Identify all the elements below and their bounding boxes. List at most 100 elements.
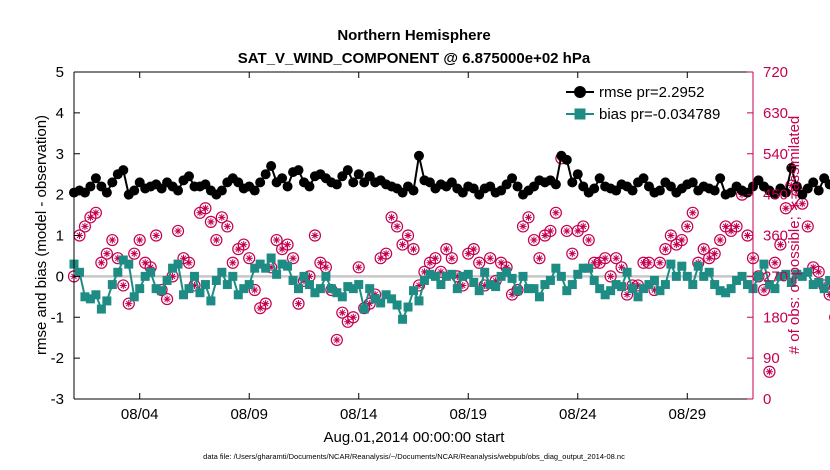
bias-point [184, 284, 194, 294]
bias-point [91, 290, 101, 300]
bias-point [764, 280, 774, 290]
obs-possible-point [484, 252, 497, 265]
bias-point [140, 271, 150, 281]
obs-assimilated-point [431, 254, 440, 262]
bias-point [348, 284, 358, 294]
obs-possible-point [544, 224, 557, 238]
obs-assimilated-point [273, 236, 281, 244]
rmse-point [780, 187, 791, 198]
data-file-footnote: data file: /Users/gharamti/Documents/NCA… [203, 452, 625, 461]
bias-point [343, 282, 353, 292]
bias-point [195, 288, 205, 298]
obs-possible-point [133, 233, 146, 247]
rmse-point [90, 173, 101, 184]
y-tick-label: 4 [56, 105, 64, 122]
bias-point [326, 284, 336, 294]
obs-possible-point [445, 252, 458, 265]
bias-point [540, 280, 550, 290]
obs-assimilated-point [168, 272, 177, 280]
obs-possible-point [401, 229, 415, 242]
bias-point [387, 294, 397, 304]
bias-point [458, 271, 468, 281]
obs-assimilated-point [262, 300, 270, 308]
obs-possible-point [653, 256, 667, 269]
obs-possible-point [292, 297, 305, 310]
rmse-point [786, 163, 797, 174]
obs-possible-point [182, 256, 196, 269]
obs-assimilated-point [601, 254, 609, 262]
obs-possible-point [549, 206, 562, 219]
obs-assimilated-point [765, 368, 774, 376]
obs-possible-point [259, 297, 272, 310]
obs-possible-point [774, 238, 787, 251]
y2-tick-label: 630 [763, 105, 788, 122]
obs-possible-point [308, 229, 322, 242]
bias-point [513, 286, 523, 296]
obs-possible-point [150, 229, 163, 242]
y2-axis-label: # of obs: o=possible; ∗=assimilated [786, 116, 803, 355]
obs-possible-point [566, 247, 579, 260]
obs-assimilated-point [289, 254, 297, 262]
bias-point [332, 288, 342, 298]
bias-point [496, 271, 506, 281]
rmse-point [85, 181, 96, 192]
bias-point [304, 280, 314, 290]
bias-point [786, 278, 796, 288]
obs-assimilated-point [711, 250, 719, 258]
legend-box [560, 80, 742, 128]
legend-bias-marker [574, 108, 586, 120]
bias-point [545, 275, 555, 285]
bias-point [781, 269, 791, 279]
y2-tick-label: 450 [763, 187, 788, 204]
obs-assimilated-point [502, 263, 511, 271]
obs-assimilated-point [722, 222, 730, 231]
rmse-point [266, 161, 277, 172]
obs-assimilated-point [174, 227, 182, 235]
bias-point [595, 284, 605, 294]
obs-possible-point [615, 261, 628, 274]
bias-point [118, 255, 128, 265]
y2-tick-label: 270 [763, 268, 788, 285]
bias-point [447, 269, 457, 279]
bias-point [96, 304, 106, 314]
bias-point [441, 271, 451, 281]
obs-assimilated-point [229, 259, 237, 267]
bias-point [102, 296, 112, 306]
bias-point [474, 286, 484, 296]
obs-assimilated-point [771, 259, 779, 267]
rmse-point [654, 185, 665, 196]
bias-point [589, 275, 599, 285]
x-tick-label: 08/19 [449, 406, 487, 423]
obs-possible-point [697, 243, 710, 256]
rmse-point [348, 177, 359, 188]
obs-assimilated-point [147, 263, 155, 271]
obs-assimilated-point [689, 209, 697, 217]
rmse-point [249, 185, 260, 196]
obs-assimilated-point [716, 236, 724, 244]
obs-possible-point [686, 206, 699, 219]
obs-assimilated-point [596, 259, 604, 267]
obs-possible-point [270, 233, 283, 247]
obs-assimilated-point [678, 236, 686, 244]
obs-possible-point [390, 220, 404, 233]
bias-point [699, 271, 709, 281]
obs-possible-point [347, 311, 360, 324]
x-tick-label: 08/29 [669, 406, 707, 423]
obs-possible-point [812, 265, 825, 278]
obs-assimilated-point [185, 259, 193, 267]
obs-assimilated-point [776, 240, 784, 249]
x-tick-label: 08/14 [340, 406, 378, 423]
y2-tick-label: 540 [763, 146, 788, 163]
y2-axis-ticks: 0 90 180 270 360 450 540 630 720 [747, 64, 788, 408]
bias-point [244, 280, 254, 290]
obs-assimilated-point [409, 245, 418, 253]
obs-possible-point [730, 220, 743, 233]
rmse-point [550, 179, 561, 190]
obs-possible-point [221, 220, 234, 233]
bias-point [157, 286, 167, 296]
y-tick-label: -3 [51, 391, 64, 408]
obs-assimilated-point [163, 295, 171, 303]
rmse-point [255, 177, 266, 188]
obs-possible-point [396, 238, 409, 251]
obs-assimilated-point [541, 231, 549, 240]
